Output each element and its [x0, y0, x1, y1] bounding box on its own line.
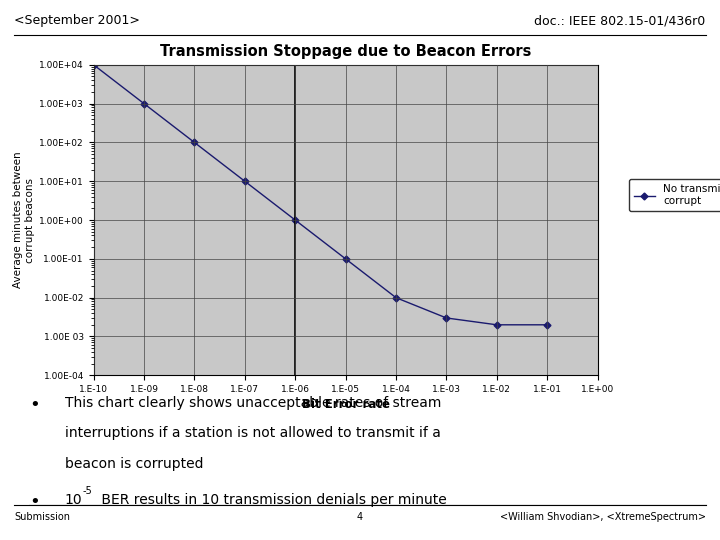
No transmission if beacon
corrupt [190, 139, 199, 146]
Text: •: • [29, 493, 40, 511]
Text: <William Shvodian>, <XtremeSpectrum>: <William Shvodian>, <XtremeSpectrum> [500, 511, 706, 522]
Y-axis label: Average minutes between
corrupt beacons: Average minutes between corrupt beacons [14, 152, 35, 288]
Text: -5: -5 [83, 487, 93, 496]
Text: doc.: IEEE 802.15-01/436r0: doc.: IEEE 802.15-01/436r0 [534, 14, 706, 27]
No transmission if beacon
corrupt [89, 62, 98, 68]
Text: <September 2001>: <September 2001> [14, 14, 140, 27]
No transmission if beacon
corrupt [543, 321, 552, 328]
Legend: No transmission if beacon
corrupt: No transmission if beacon corrupt [629, 179, 720, 211]
Text: •: • [29, 396, 40, 414]
No transmission if beacon
corrupt [291, 217, 300, 224]
No transmission if beacon
corrupt [341, 255, 350, 262]
Text: interruptions if a station is not allowed to transmit if a: interruptions if a station is not allowe… [65, 427, 441, 441]
No transmission if beacon
corrupt [492, 321, 501, 328]
Text: beacon is corrupted: beacon is corrupted [65, 457, 203, 471]
No transmission if beacon
corrupt [240, 178, 249, 185]
No transmission if beacon
corrupt [392, 294, 400, 301]
Text: This chart clearly shows unacceptable rates of stream: This chart clearly shows unacceptable ra… [65, 396, 441, 410]
No transmission if beacon
corrupt [140, 100, 148, 107]
Line: No transmission if beacon
corrupt: No transmission if beacon corrupt [91, 62, 549, 327]
Title: Transmission Stoppage due to Beacon Errors: Transmission Stoppage due to Beacon Erro… [160, 44, 531, 59]
Text: Submission: Submission [14, 511, 71, 522]
Text: BER results in 10 transmission denials per minute: BER results in 10 transmission denials p… [97, 493, 447, 507]
Text: 10: 10 [65, 493, 82, 507]
No transmission if beacon
corrupt [442, 315, 451, 321]
Text: 4: 4 [357, 511, 363, 522]
X-axis label: Bit Error rate: Bit Error rate [302, 398, 390, 411]
